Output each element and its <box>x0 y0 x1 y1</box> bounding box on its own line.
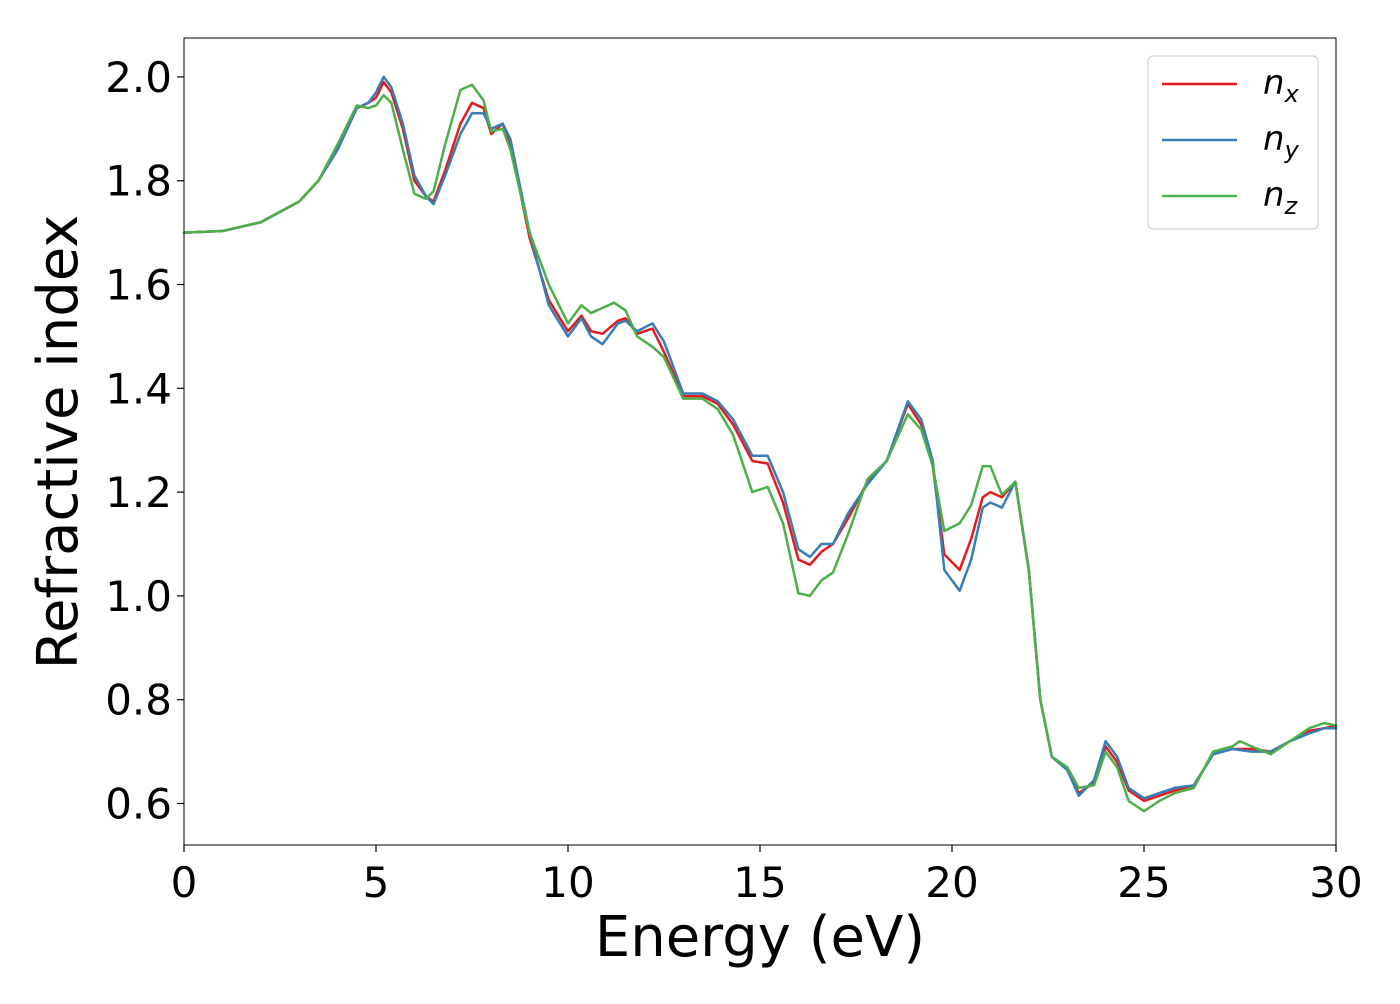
y-axis-label: Refractive index <box>26 215 91 670</box>
x-axis-label: Energy (eV) <box>595 905 925 970</box>
x-tick-label: 25 <box>1117 858 1170 907</box>
legend-label-x: nx <box>1263 63 1300 108</box>
y-tick-label: 0.6 <box>105 779 172 828</box>
x-tick-label: 10 <box>541 858 594 907</box>
legend-label-y: ny <box>1263 119 1300 164</box>
y-tick-label: 1.2 <box>105 468 172 517</box>
legend: nx ny nz <box>1147 55 1319 230</box>
y-tick-label: 2.0 <box>105 53 172 102</box>
series-lines <box>182 75 1338 813</box>
series-line-y <box>182 75 1338 800</box>
axis-ticks: 0 5 10 15 20 25 30 0.6 0.8 1.0 1.2 1.4 1.6 1.8 2.0 <box>105 53 1363 907</box>
legend-box <box>1147 55 1319 230</box>
plot-frame <box>183 37 1337 846</box>
y-tick-label: 1.4 <box>105 364 172 413</box>
y-tick-label: 0.8 <box>105 676 172 725</box>
x-tick-label: 5 <box>363 858 390 907</box>
y-tick-label: 1.6 <box>105 261 172 310</box>
x-tick-label: 20 <box>925 858 978 907</box>
x-tick-label: 30 <box>1309 858 1362 907</box>
y-tick-label: 1.8 <box>105 157 172 206</box>
legend-label-z: nz <box>1263 175 1299 220</box>
series-line-z <box>182 83 1338 813</box>
y-tick-label: 1.0 <box>105 572 172 621</box>
x-tick-label: 15 <box>733 858 786 907</box>
x-tick-label: 0 <box>171 858 198 907</box>
